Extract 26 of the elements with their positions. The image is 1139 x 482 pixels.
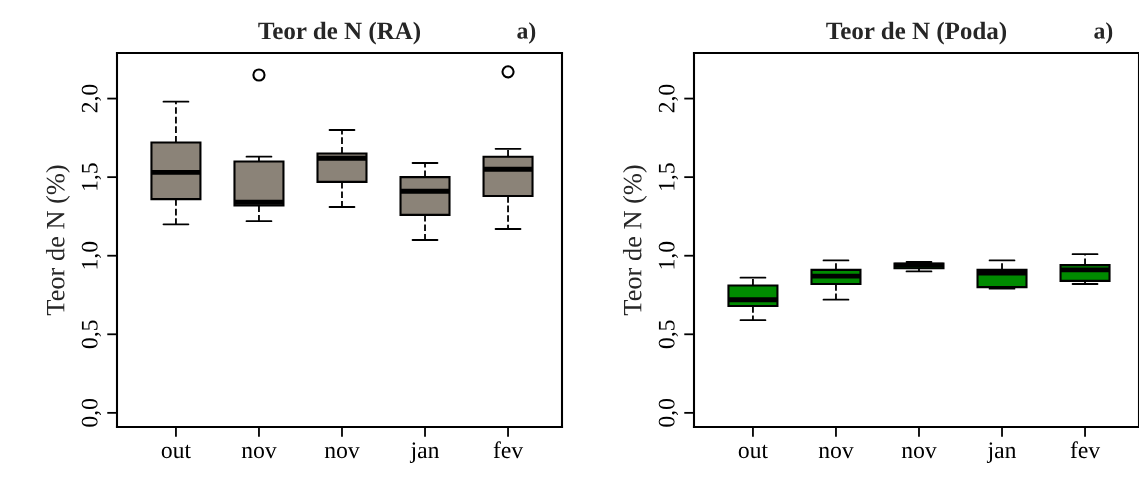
x-tick-label: jan — [409, 442, 440, 463]
y-tick-label: 2,0 — [658, 84, 679, 113]
x-tick-label: fev — [493, 441, 524, 459]
x-tick-label: nov — [241, 446, 277, 459]
x-tick-label: out — [738, 444, 768, 459]
y-tick-label: 0,0 — [81, 399, 102, 427]
y-tick-label: 0,0 — [658, 399, 679, 427]
y-tick-label: 1,5 — [658, 163, 679, 190]
text: a) — [517, 22, 536, 44]
x-tick-label: nov — [901, 446, 937, 459]
chart-title: Teor de N (Poda) — [826, 21, 1007, 45]
y-tick-label: 2,0 — [81, 84, 102, 113]
text: a) — [1094, 22, 1113, 44]
y-axis-title: Teor de N (%) — [45, 165, 70, 316]
y-tick-label: 0,5 — [81, 320, 102, 349]
y-axis-title: Teor de N (%) — [622, 165, 647, 316]
y-tick-label: 1,0 — [658, 241, 679, 269]
x-tick-label: out — [161, 444, 191, 459]
x-tick-label: jan — [986, 442, 1017, 463]
y-tick-label: 1,5 — [81, 163, 102, 190]
y-tick-label: 1,0 — [81, 241, 102, 269]
y-tick-label: 0,5 — [658, 320, 679, 349]
x-tick-label: nov — [324, 446, 360, 459]
x-tick-label: fev — [1070, 441, 1101, 459]
chart-title: Teor de N (RA) — [258, 21, 421, 45]
x-tick-label: nov — [818, 446, 854, 459]
